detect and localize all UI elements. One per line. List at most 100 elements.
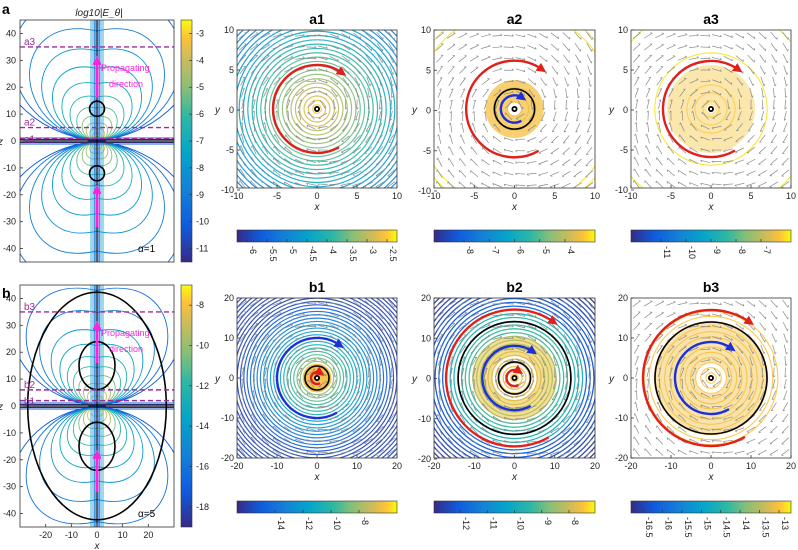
vector-arrow [563,123,569,133]
vector-arrow-head [341,419,344,422]
vector-arrow [295,34,305,37]
vector-arrow [656,145,663,155]
vector-arrow [563,391,569,401]
vector-arrow [261,55,270,62]
vector-arrow-head [677,181,680,185]
vector-arrow [341,415,351,421]
vector-arrow [711,172,722,174]
vector-arrow-head [461,111,464,114]
vector-arrow-head [661,300,664,302]
vector-arrow [365,65,372,75]
vector-arrow [263,356,269,366]
vector-arrow [585,170,594,178]
vector-arrow [667,169,675,177]
vector-arrow [689,89,698,97]
vector-arrow-head [329,184,332,187]
vector-arrow [700,35,711,37]
vector-arrow-head [708,45,711,48]
y-tick-label: -10 [615,185,628,195]
vector-arrow-head [451,356,454,358]
vector-arrow-head [306,392,308,396]
vector-arrow [459,345,466,354]
vector-arrow-head [295,427,297,430]
x-tick-label: -10 [65,530,78,540]
vector-arrow [746,450,756,455]
vector-arrow-head [494,379,497,382]
vector-arrow [284,181,293,187]
vector-arrow [437,425,443,435]
vector-arrow [240,345,246,354]
vector-arrow [574,403,581,412]
vector-arrow-head [325,34,328,37]
vector-arrow [238,300,247,307]
vector-arrow-head [461,99,465,102]
vector-arrow-head [680,110,683,113]
vector-arrow-head [306,136,308,140]
vector-arrow-head [437,390,440,393]
vector-arrow [680,367,685,377]
vector-arrow [645,145,651,155]
vector-arrow [561,450,571,456]
contour-ring [684,351,738,405]
vector-arrow-head [343,387,347,389]
contour-ring [260,52,374,166]
vector-arrow-head [723,441,726,444]
vector-arrow-head [719,337,722,340]
vector-arrow [472,390,476,401]
vector-arrow-head [740,95,743,98]
vector-arrow-head [775,72,777,75]
vector-arrow-head [302,312,305,315]
colorbar-tick-label: -18 [196,502,209,512]
vector-arrow-head [239,413,242,416]
vector-arrow-head [492,159,494,163]
vector-arrow [690,391,697,400]
vector-arrow [343,379,348,389]
vector-arrow [759,122,765,132]
vector-arrow-head [719,69,722,72]
vector-arrow [460,146,466,156]
vector-arrow-head [782,141,786,144]
vector-arrow-head [719,314,722,317]
vector-arrow [365,122,371,132]
vector-arrow [435,43,444,51]
vector-arrow [711,451,722,453]
vector-arrow [306,171,317,175]
vector-arrow [459,334,467,342]
vector-arrow-head [671,88,674,90]
vector-arrow [689,336,699,340]
vector-arrow-head [287,367,291,369]
vector-arrow [551,66,558,75]
y-tick-label: 20 [6,82,16,92]
vector-arrow [700,159,711,163]
vector-arrow [284,146,293,154]
vector-arrow [723,324,733,330]
vector-arrow [724,392,733,399]
vector-arrow [689,302,699,305]
vector-arrow [375,437,384,444]
vector-arrow [758,32,767,40]
x-tick-label: 10 [590,191,600,201]
y-axis-label: y [411,374,418,385]
vector-arrow-head [680,378,683,381]
vector-arrow [252,367,256,378]
center-dot-core [513,376,516,380]
vector-arrow-head [285,122,287,125]
vector-arrow-head [647,99,650,102]
vector-arrow [308,379,315,388]
vector-arrow [527,137,537,142]
vector-arrow-head [314,302,317,305]
colorbar-tick-label: -13.5 [761,517,771,538]
vector-arrow-head [772,118,775,121]
vector-arrow [689,68,699,72]
vector-arrow-head [589,84,592,87]
vector-arrow-head [380,352,383,355]
vector-arrow [575,54,581,64]
vector-arrow [723,148,733,152]
colorbar-tick-label: -10 [332,517,342,530]
vector-arrow-head [302,78,305,80]
vector-arrow-head [337,35,339,38]
vector-arrow [585,426,593,434]
contour-ring [689,356,733,400]
vector-arrow [317,393,328,397]
colorbar-tick-label: -5 [288,246,298,254]
